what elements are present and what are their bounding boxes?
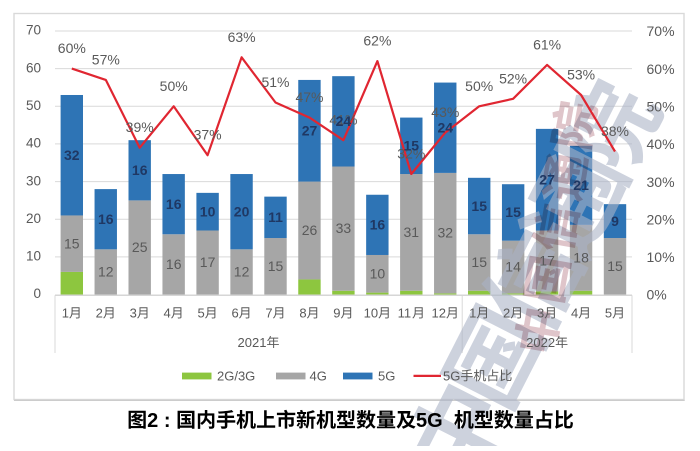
svg-text:31: 31 [404,224,420,240]
svg-text:15: 15 [268,258,284,274]
svg-text:37%: 37% [194,127,222,143]
svg-text:70: 70 [26,23,41,38]
svg-text:2: 2 [96,306,103,321]
svg-text:6: 6 [231,306,238,321]
svg-text:63%: 63% [228,29,256,45]
svg-text:1: 1 [62,306,69,321]
svg-text:53%: 53% [567,67,595,83]
svg-text:47%: 47% [295,89,323,105]
svg-text:50%: 50% [647,99,675,115]
svg-text:0%: 0% [647,287,667,303]
svg-text:20: 20 [26,211,41,226]
svg-text:16: 16 [132,162,148,178]
svg-text:10: 10 [26,249,41,264]
svg-text:5G: 5G [443,368,460,383]
svg-text:20: 20 [234,204,250,220]
svg-text:10: 10 [200,204,216,220]
svg-text:40: 40 [26,136,41,151]
svg-text:2022: 2022 [526,335,555,350]
svg-text:4G: 4G [310,368,327,383]
svg-text:21: 21 [573,177,589,193]
svg-text:9: 9 [611,213,619,229]
svg-text:8: 8 [299,306,306,321]
svg-text:39%: 39% [126,119,154,135]
svg-text:40%: 40% [647,136,675,152]
svg-text:5G: 5G [378,368,395,383]
svg-text:41%: 41% [329,112,357,128]
svg-text:11: 11 [268,209,283,225]
svg-text:16: 16 [370,217,386,233]
svg-text:5: 5 [605,306,612,321]
svg-text:11: 11 [398,306,412,321]
svg-text:50%: 50% [160,78,188,94]
svg-text:9: 9 [333,306,340,321]
svg-text:38%: 38% [601,123,629,139]
svg-text:24: 24 [438,120,454,136]
svg-text:15: 15 [607,258,623,274]
svg-text:60: 60 [26,60,41,75]
svg-text:27: 27 [302,123,318,139]
svg-text:18: 18 [573,249,589,265]
svg-text:5G: 5G [416,410,443,432]
svg-text:2: 2 [503,306,510,321]
svg-text:24: 24 [336,113,352,129]
svg-text:2G/3G: 2G/3G [217,368,255,383]
svg-text:61%: 61% [533,36,561,52]
svg-text:4: 4 [164,306,171,321]
svg-text:52%: 52% [499,70,527,86]
svg-text:15: 15 [471,198,487,214]
svg-text:2: 2 [147,410,158,432]
svg-text:12: 12 [432,306,446,321]
svg-text:16: 16 [166,256,182,272]
svg-text:12: 12 [234,264,250,280]
svg-text:16: 16 [166,196,182,212]
svg-text:33: 33 [336,220,352,236]
svg-text:26: 26 [302,222,318,238]
svg-text::: : [164,410,171,432]
svg-text:2021: 2021 [238,335,267,350]
svg-text:50%: 50% [465,78,493,94]
svg-text:15: 15 [471,254,487,270]
svg-text:10: 10 [364,306,378,321]
svg-text:17: 17 [539,253,555,269]
svg-text:27: 27 [539,172,555,188]
svg-text:60%: 60% [58,40,86,56]
svg-text:30: 30 [26,173,41,188]
svg-text:15: 15 [505,204,521,220]
svg-text:12: 12 [98,264,114,280]
svg-text:1: 1 [469,306,476,321]
svg-text:16: 16 [98,211,114,227]
svg-text:15: 15 [64,235,80,251]
svg-text:14: 14 [505,259,521,275]
svg-text:10%: 10% [647,249,675,265]
svg-text:51%: 51% [261,74,289,90]
svg-text:5: 5 [197,306,204,321]
svg-text:7: 7 [265,306,272,321]
svg-text:25: 25 [132,239,148,255]
svg-text:15: 15 [404,138,420,154]
svg-text:32: 32 [64,147,80,163]
svg-text:10: 10 [370,265,386,281]
svg-text:3: 3 [130,306,137,321]
svg-text:32: 32 [438,225,454,241]
svg-text:0: 0 [33,286,41,301]
svg-text:17: 17 [200,254,216,270]
svg-text:50: 50 [26,98,41,113]
svg-text:4: 4 [571,306,578,321]
svg-text:30%: 30% [647,174,675,190]
svg-text:32%: 32% [397,146,425,162]
svg-text:70%: 70% [647,23,675,39]
svg-text:43%: 43% [431,104,459,120]
svg-text:60%: 60% [647,61,675,77]
svg-text:57%: 57% [92,51,120,67]
svg-text:3: 3 [537,306,544,321]
svg-text:62%: 62% [363,33,391,49]
svg-text:20%: 20% [647,211,675,227]
